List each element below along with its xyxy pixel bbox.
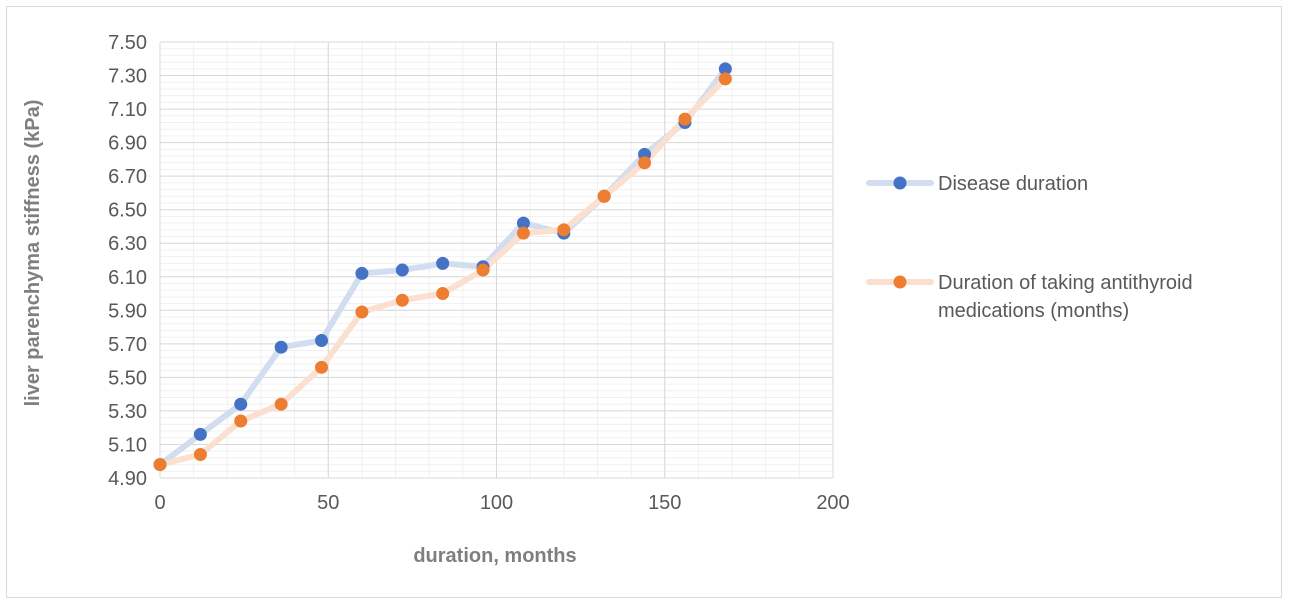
series-2-point xyxy=(274,397,288,411)
x-tick-label: 0 xyxy=(154,492,165,514)
series-2-point xyxy=(436,287,450,301)
x-tick-label: 150 xyxy=(648,492,681,514)
y-tick-label: 5.10 xyxy=(108,434,147,456)
series-2-point xyxy=(234,414,248,428)
series-1-point xyxy=(315,333,329,347)
legend-marker-2 xyxy=(893,275,907,289)
y-tick-label: 4.90 xyxy=(108,468,147,490)
series-1-point xyxy=(718,62,732,76)
series-2-point xyxy=(557,223,571,237)
chart-area: 4.90 5.10 5.30 5.50 5.70 5.90 6.10 6.30 6.50 6.70… xyxy=(6,6,1282,598)
x-axis-tick-labels: 0 50 100 150 200 xyxy=(154,492,849,514)
series-2-point xyxy=(597,189,611,203)
y-tick-label: 6.90 xyxy=(108,133,147,155)
x-tick-label: 200 xyxy=(816,492,849,514)
series-2-point xyxy=(718,72,732,86)
y-tick-label: 5.90 xyxy=(108,300,147,322)
y-axis-title: liver parenchyma stiffness (kPa) xyxy=(22,100,44,407)
series-2-point xyxy=(678,112,692,126)
chart-svg: 4.90 5.10 5.30 5.50 5.70 5.90 6.10 6.30 6.50 6.70… xyxy=(22,32,1193,567)
y-tick-label: 7.10 xyxy=(108,99,147,121)
series-layer xyxy=(153,62,732,472)
series-2-point xyxy=(315,360,329,374)
series-1-point xyxy=(516,216,530,230)
series-2-point xyxy=(355,305,369,319)
legend-label-1: Disease duration xyxy=(938,173,1088,195)
x-tick-label: 50 xyxy=(317,492,339,514)
legend-label-2: medications (months) xyxy=(938,300,1129,322)
x-axis-title: duration, months xyxy=(413,545,576,567)
legend-label-2: Duration of taking antithyroid xyxy=(938,272,1193,294)
legend: Disease duration Duration of taking antit… xyxy=(866,173,1193,322)
series-2-point xyxy=(516,226,530,240)
series-1-point xyxy=(193,427,207,441)
series-2-point xyxy=(476,263,490,277)
series-2-point xyxy=(395,293,409,307)
series-2-point xyxy=(153,458,167,472)
y-tick-label: 7.50 xyxy=(108,32,147,54)
y-tick-label: 6.50 xyxy=(108,200,147,222)
series-1-point xyxy=(234,397,248,411)
y-tick-label: 7.30 xyxy=(108,66,147,88)
y-tick-label: 6.30 xyxy=(108,233,147,255)
series-1-point xyxy=(274,340,288,354)
series-1-point xyxy=(395,263,409,277)
y-tick-label: 5.50 xyxy=(108,367,147,389)
y-tick-label: 5.30 xyxy=(108,401,147,423)
series-2-point xyxy=(638,156,652,170)
series-1-point xyxy=(355,266,369,280)
legend-marker-1 xyxy=(893,176,907,190)
y-tick-label: 6.10 xyxy=(108,267,147,289)
gridlines xyxy=(159,41,834,479)
x-tick-label: 100 xyxy=(480,492,513,514)
y-tick-label: 5.70 xyxy=(108,334,147,356)
y-tick-label: 6.70 xyxy=(108,166,147,188)
y-axis-tick-labels: 4.90 5.10 5.30 5.50 5.70 5.90 6.10 6.30 6.50 6.70… xyxy=(108,32,147,490)
series-2-point xyxy=(193,448,207,462)
series-1-point xyxy=(436,256,450,270)
